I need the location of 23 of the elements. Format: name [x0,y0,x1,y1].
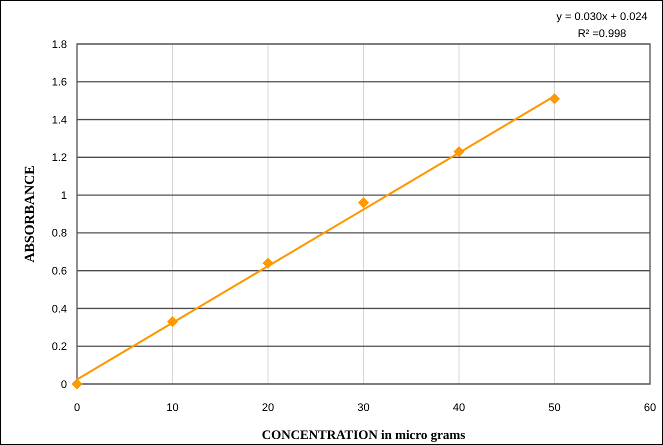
y-tick-label: 1.8 [52,38,67,51]
y-axis-title: ABSORBANCE [23,165,38,263]
y-tick-label: 0.8 [52,228,67,240]
x-tick-label: 10 [166,402,179,414]
y-tick-label: 1.4 [52,114,67,126]
point [358,197,369,208]
x-tick-label: 40 [452,402,466,414]
x-tick-label: 60 [644,402,656,414]
y-tick-label: 0.2 [52,341,67,354]
y-tick-label: 1 [60,190,67,202]
y-tick-label: 0.6 [52,266,67,278]
x-tick-label: 20 [262,402,274,414]
y-tick-label: 1.2 [52,152,67,164]
x-tick-label: 0 [74,402,80,414]
x-axis-title: CONCENTRATION in micro grams [262,427,466,442]
text: y = 0.030x + 0.024 [556,11,648,23]
y-tick-label: 0.4 [52,303,67,316]
point [72,378,82,390]
y-tick-label: 1.6 [52,76,67,89]
x-tick-label: 50 [548,402,561,414]
y-tick-label: 0 [60,378,67,391]
x-tick-label: 30 [357,402,370,414]
text: R² =0.998 [578,28,626,40]
